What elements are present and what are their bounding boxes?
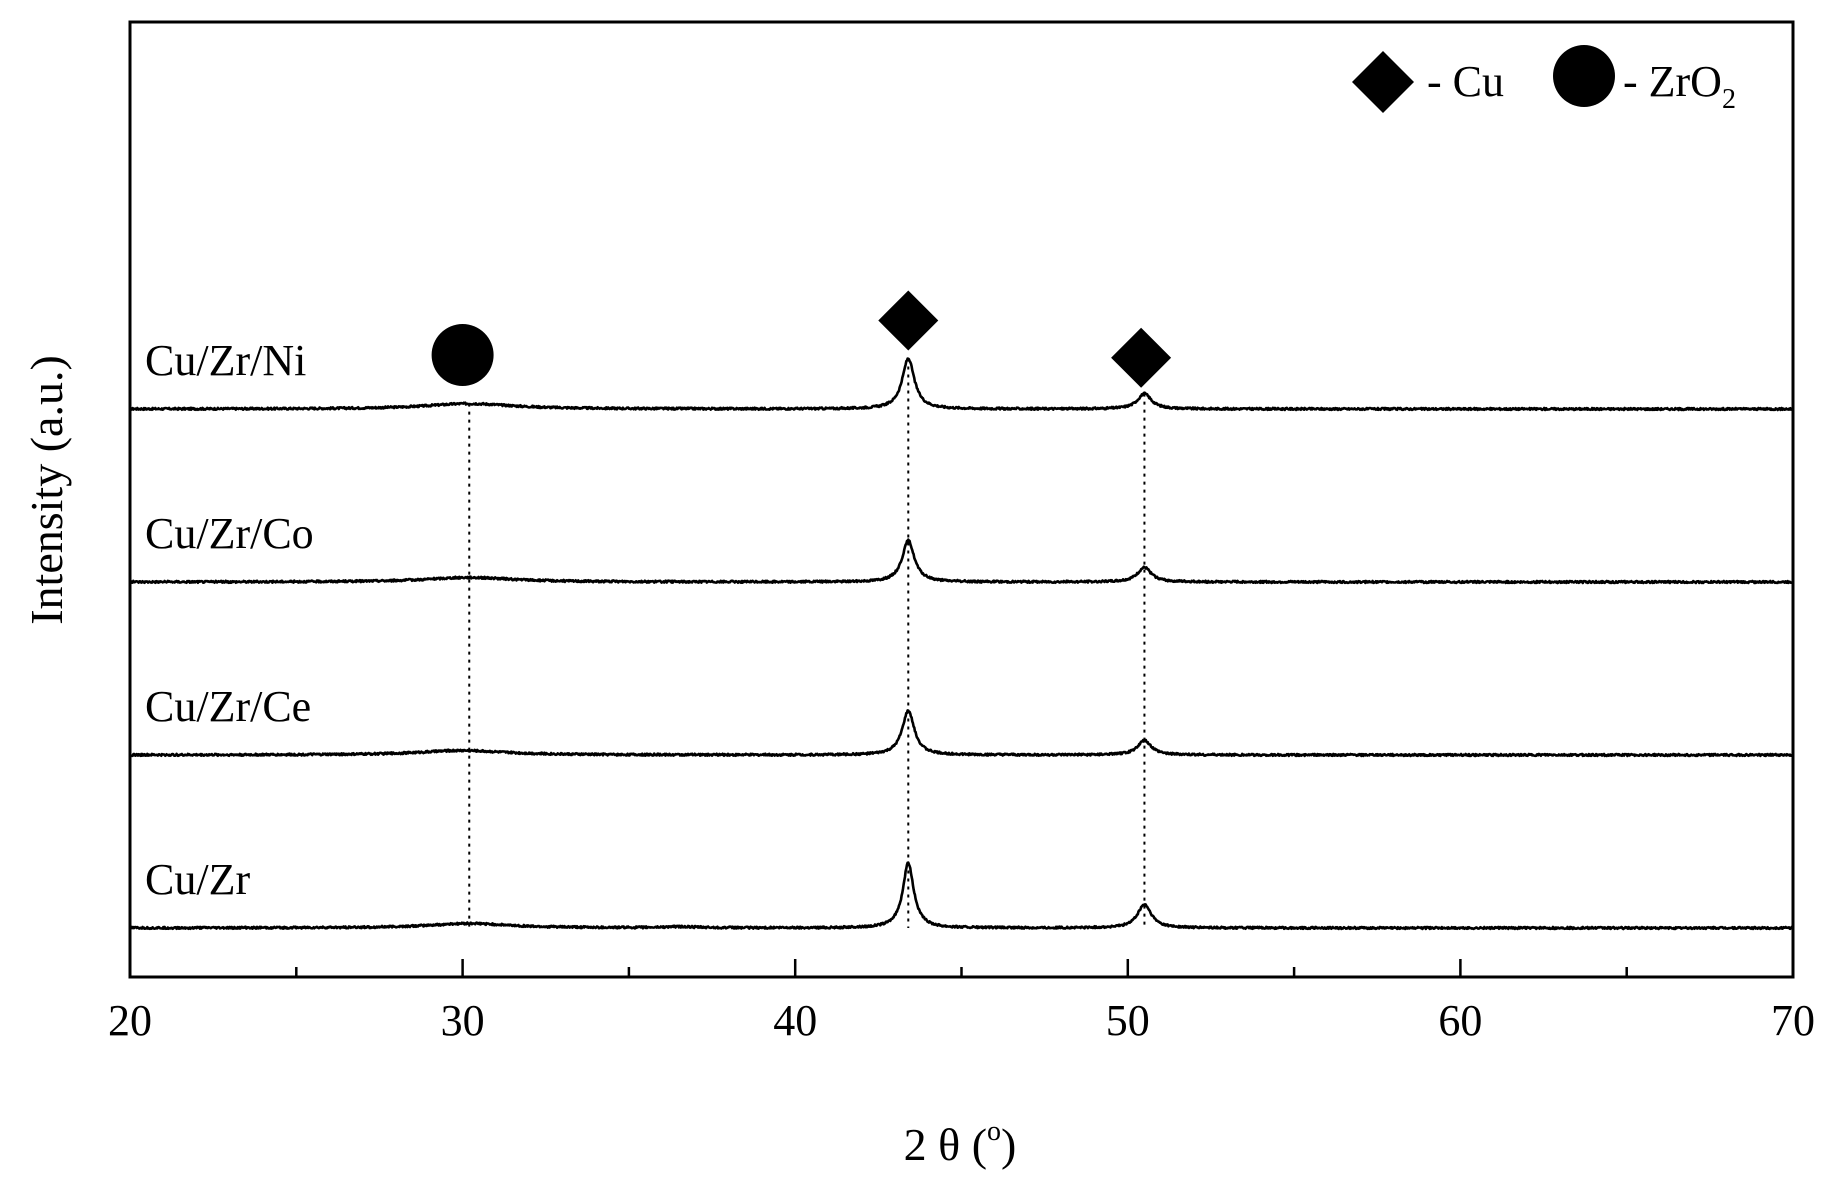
x-tick-label: 70 [1771, 996, 1815, 1045]
x-tick-label: 30 [441, 996, 485, 1045]
plot-frame [128, 20, 1795, 979]
trace-cu-zr-ni [129, 357, 1794, 412]
x-tick-label: 40 [773, 996, 817, 1045]
legend-label-zro2: - ZrO2 [1623, 57, 1736, 115]
legend-diamond-icon [1352, 51, 1414, 113]
series-label: Cu/Zr [145, 855, 250, 904]
legend-circle-icon [1553, 45, 1615, 107]
cu-peak-marker [1111, 327, 1172, 388]
trace-cu-zr-co [128, 538, 1794, 585]
trace-cu-zr-ce [129, 709, 1795, 758]
series-traces [128, 357, 1795, 931]
series-label: Cu/Zr/Ni [145, 336, 306, 385]
trace-cu-zr [128, 861, 1794, 931]
series-labels: Cu/Zr/Ni Cu/Zr/Co Cu/Zr/Ce Cu/Zr [145, 336, 314, 904]
peak-markers [431, 290, 1172, 388]
legend: - Cu - ZrO2 [1352, 45, 1736, 115]
x-tick-label: 50 [1106, 996, 1150, 1045]
legend-label-cu: - Cu [1427, 57, 1504, 106]
series-label: Cu/Zr/Ce [145, 682, 311, 731]
x-axis-title: 2 θ (o) [904, 1116, 1017, 1170]
zro2-peak-marker [431, 324, 494, 386]
x-tick-label: 60 [1438, 996, 1482, 1045]
reference-guides [468, 358, 1146, 928]
x-tick-label: 20 [108, 996, 152, 1045]
series-label: Cu/Zr/Co [145, 509, 314, 558]
cu-peak-marker [878, 290, 939, 351]
y-axis-title: Intensity (a.u.) [21, 355, 72, 625]
x-axis: 20 30 40 50 60 70 [108, 959, 1815, 1045]
